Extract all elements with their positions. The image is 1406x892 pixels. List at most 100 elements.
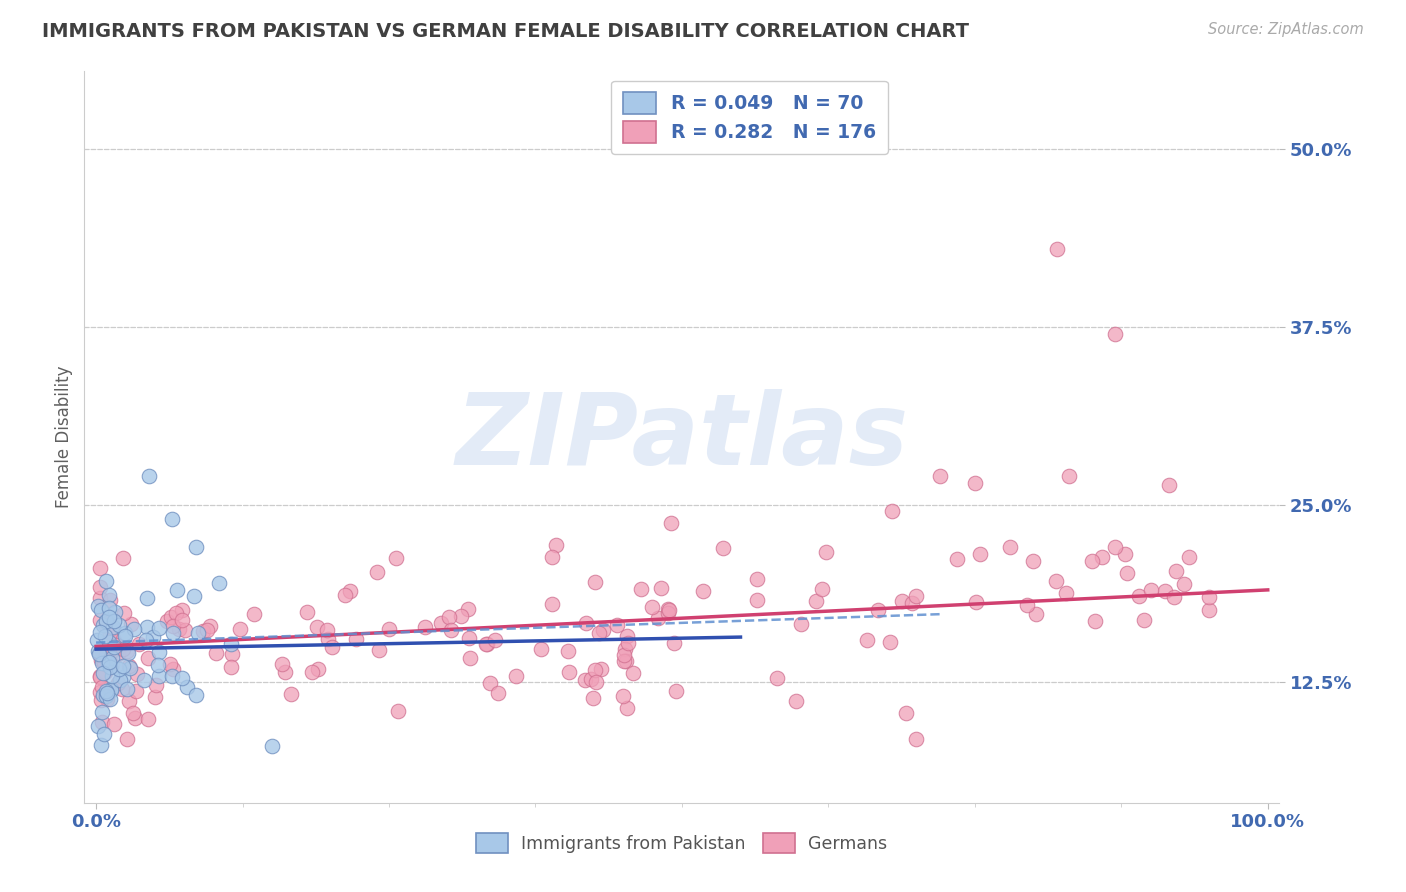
Point bbox=[97, 657, 120, 671]
Point bbox=[1115, 566, 1137, 580]
Point bbox=[747, 572, 769, 586]
Point bbox=[1017, 598, 1039, 612]
Point bbox=[94, 614, 117, 628]
Point bbox=[112, 669, 135, 683]
Point bbox=[1025, 607, 1047, 621]
Point bbox=[385, 551, 408, 566]
Point bbox=[640, 600, 662, 615]
Point bbox=[93, 656, 115, 670]
Point bbox=[91, 705, 114, 719]
Point bbox=[339, 584, 361, 599]
Point bbox=[946, 551, 969, 566]
Point bbox=[612, 689, 634, 703]
Point bbox=[120, 617, 142, 632]
Point bbox=[89, 646, 111, 660]
Point bbox=[90, 656, 112, 670]
Point bbox=[101, 621, 124, 635]
Point bbox=[117, 731, 139, 746]
Point bbox=[583, 663, 606, 677]
Point bbox=[89, 561, 111, 575]
Point bbox=[98, 610, 121, 624]
Point bbox=[316, 632, 339, 646]
Point bbox=[89, 670, 111, 684]
Point bbox=[630, 582, 652, 597]
Point bbox=[486, 686, 509, 700]
Point bbox=[90, 693, 112, 707]
Point bbox=[616, 700, 638, 714]
Point bbox=[1164, 565, 1187, 579]
Point bbox=[1022, 554, 1045, 568]
Point bbox=[103, 640, 125, 655]
Point bbox=[1084, 614, 1107, 628]
Point bbox=[167, 622, 190, 636]
Point bbox=[1163, 590, 1185, 604]
Point bbox=[117, 646, 139, 660]
Point bbox=[166, 583, 188, 598]
Point bbox=[170, 671, 193, 685]
Point bbox=[94, 619, 117, 633]
Point bbox=[98, 593, 121, 607]
Point bbox=[98, 691, 121, 706]
Point bbox=[111, 551, 134, 566]
Point bbox=[91, 653, 114, 667]
Point bbox=[146, 657, 169, 672]
Point bbox=[1133, 613, 1156, 627]
Point bbox=[344, 632, 367, 646]
Point bbox=[367, 643, 389, 657]
Point bbox=[228, 622, 250, 636]
Point bbox=[91, 715, 114, 730]
Point bbox=[221, 647, 243, 661]
Point bbox=[138, 469, 160, 483]
Point bbox=[97, 588, 120, 602]
Point bbox=[280, 687, 302, 701]
Point bbox=[98, 635, 121, 649]
Point bbox=[98, 655, 121, 669]
Point bbox=[581, 690, 603, 705]
Point bbox=[98, 660, 121, 674]
Point bbox=[135, 591, 157, 606]
Point bbox=[145, 678, 167, 692]
Point bbox=[366, 566, 388, 580]
Point bbox=[606, 617, 628, 632]
Point bbox=[107, 648, 129, 662]
Point bbox=[184, 540, 207, 554]
Point bbox=[614, 654, 637, 668]
Point bbox=[94, 665, 117, 680]
Point bbox=[647, 611, 669, 625]
Point bbox=[457, 601, 479, 615]
Point bbox=[866, 603, 889, 617]
Point bbox=[162, 661, 184, 675]
Point bbox=[1104, 327, 1126, 342]
Point bbox=[172, 613, 194, 627]
Point bbox=[882, 504, 904, 518]
Point bbox=[429, 616, 451, 631]
Point bbox=[657, 606, 679, 620]
Point bbox=[183, 589, 205, 603]
Point bbox=[112, 606, 135, 620]
Point bbox=[165, 607, 187, 621]
Point bbox=[125, 667, 148, 681]
Point bbox=[321, 640, 343, 655]
Point bbox=[89, 580, 111, 594]
Point bbox=[614, 642, 637, 657]
Point bbox=[162, 669, 184, 683]
Point bbox=[148, 669, 170, 683]
Point bbox=[879, 634, 901, 648]
Y-axis label: Female Disability: Female Disability bbox=[55, 366, 73, 508]
Point bbox=[440, 623, 463, 637]
Point bbox=[963, 476, 986, 491]
Point bbox=[928, 469, 950, 483]
Point bbox=[141, 630, 163, 644]
Point bbox=[998, 540, 1021, 554]
Point bbox=[97, 658, 120, 673]
Point bbox=[103, 716, 125, 731]
Point bbox=[173, 623, 195, 637]
Point bbox=[103, 633, 125, 648]
Point bbox=[613, 648, 636, 662]
Point bbox=[89, 669, 111, 683]
Point bbox=[1104, 540, 1126, 554]
Legend: Immigrants from Pakistan, Germans: Immigrants from Pakistan, Germans bbox=[470, 826, 894, 860]
Point bbox=[458, 631, 481, 645]
Point bbox=[891, 594, 914, 608]
Point bbox=[143, 690, 166, 705]
